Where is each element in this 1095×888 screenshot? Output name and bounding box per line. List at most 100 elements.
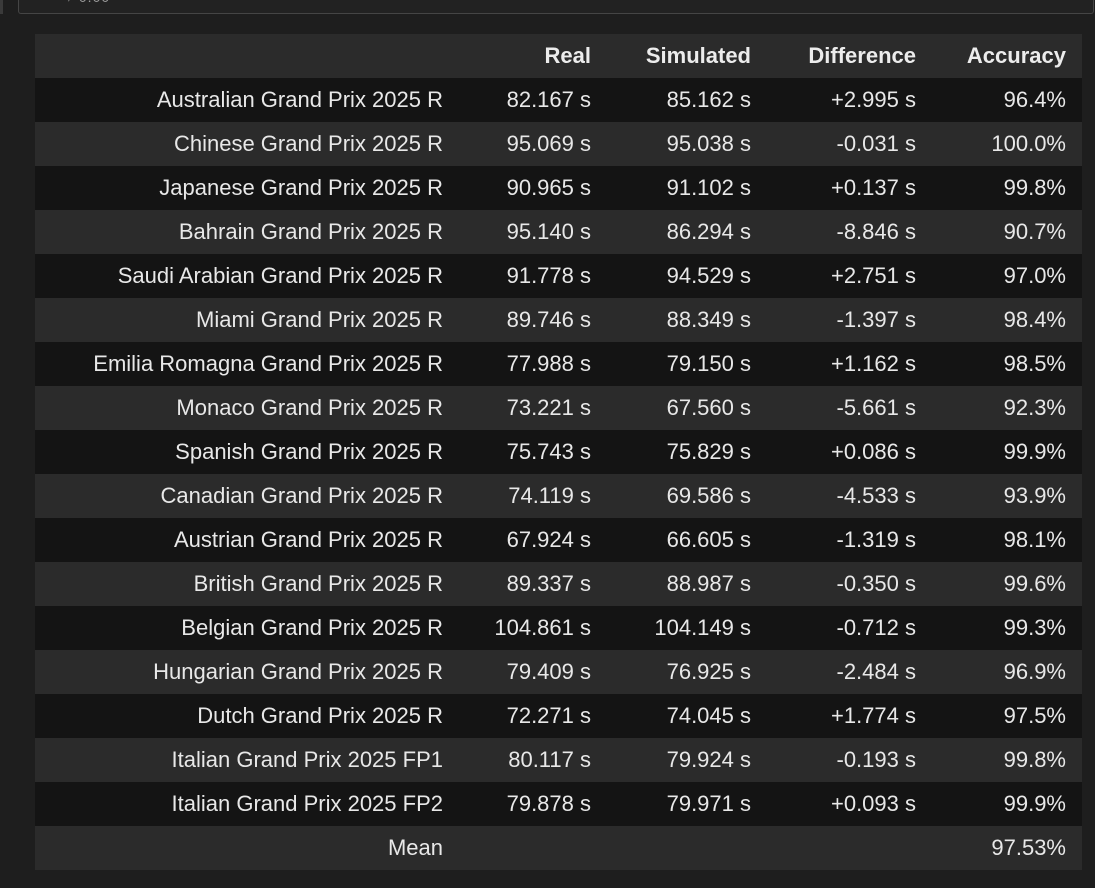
accuracy-value: 96.9% <box>922 650 1082 694</box>
difference-value: -8.846 s <box>757 210 922 254</box>
simulated-value: 76.925 s <box>597 650 757 694</box>
real-column-header-text: Real <box>544 43 591 68</box>
difference-value-text: -0.350 s <box>836 571 917 596</box>
simulated-value: 66.605 s <box>597 518 757 562</box>
accuracy-value-text: 99.8% <box>1003 747 1066 772</box>
accuracy-value-text: 96.9% <box>1003 659 1066 684</box>
accuracy-column-header-text: Accuracy <box>966 43 1066 68</box>
accuracy-value: 98.1% <box>922 518 1082 562</box>
table-row: Emilia Romagna Grand Prix 2025 R 77.988 s… <box>35 342 1082 386</box>
row-label: Italian Grand Prix 2025 FP1 <box>35 738 451 782</box>
accuracy-value: 99.8% <box>922 738 1082 782</box>
real-value-text: 90.965 s <box>506 175 591 200</box>
simulated-value: 95.038 s <box>597 122 757 166</box>
row-label-header <box>35 34 451 78</box>
accuracy-value-text: 97.5% <box>1003 703 1066 728</box>
real-value-text: 89.337 s <box>506 571 591 596</box>
table-row: Saudi Arabian Grand Prix 2025 R 91.778 s 9… <box>35 254 1082 298</box>
difference-value-text: +0.086 s <box>830 439 916 464</box>
row-label-text: British Grand Prix 2025 R <box>193 571 443 596</box>
row-label-text: Chinese Grand Prix 2025 R <box>173 131 443 156</box>
row-label-text: Monaco Grand Prix 2025 R <box>176 395 443 420</box>
accuracy-value-text: 96.4% <box>1003 87 1066 112</box>
real-value: 72.271 s <box>451 694 597 738</box>
difference-value-text: -0.031 s <box>836 131 917 156</box>
difference-value: +2.995 s <box>757 78 922 122</box>
simulated-value <box>597 826 757 870</box>
simulated-column-header: Simulated <box>597 34 757 78</box>
row-label-text: Emilia Romagna Grand Prix 2025 R <box>93 351 443 376</box>
difference-value: +0.086 s <box>757 430 922 474</box>
real-column-header: Real <box>451 34 597 78</box>
accuracy-value: 99.9% <box>922 430 1082 474</box>
simulated-value-text: 66.605 s <box>666 527 751 552</box>
real-value: 67.924 s <box>451 518 597 562</box>
real-value-text: 79.878 s <box>506 791 591 816</box>
difference-value: +0.093 s <box>757 782 922 826</box>
row-label-text: Italian Grand Prix 2025 FP2 <box>171 791 443 816</box>
real-value-text: 73.221 s <box>506 395 591 420</box>
simulated-value-text: 67.560 s <box>666 395 751 420</box>
simulated-value: 88.987 s <box>597 562 757 606</box>
row-label-text: Spanish Grand Prix 2025 R <box>175 439 443 464</box>
difference-value-text: -4.533 s <box>836 483 917 508</box>
accuracy-value: 99.6% <box>922 562 1082 606</box>
code-cell-editor[interactable]: → 0.00 <box>18 0 1094 14</box>
real-value: 80.117 s <box>451 738 597 782</box>
accuracy-value: 98.5% <box>922 342 1082 386</box>
real-value: 73.221 s <box>451 386 597 430</box>
simulated-value: 69.586 s <box>597 474 757 518</box>
row-label: Miami Grand Prix 2025 R <box>35 298 451 342</box>
accuracy-value: 99.9% <box>922 782 1082 826</box>
difference-value: +1.774 s <box>757 694 922 738</box>
table-row: Bahrain Grand Prix 2025 R 95.140 s 86.294 … <box>35 210 1082 254</box>
accuracy-value: 93.9% <box>922 474 1082 518</box>
difference-value-text: -0.712 s <box>836 615 917 640</box>
summary-row: Mean 97.53% <box>35 826 1082 870</box>
real-value: 95.140 s <box>451 210 597 254</box>
real-value-text: 77.988 s <box>506 351 591 376</box>
difference-value: -5.661 s <box>757 386 922 430</box>
real-value-text: 91.778 s <box>506 263 591 288</box>
real-value: 89.337 s <box>451 562 597 606</box>
table-row: Miami Grand Prix 2025 R 89.746 s 88.349 s -… <box>35 298 1082 342</box>
difference-value-text: +2.751 s <box>830 263 916 288</box>
difference-value: -0.350 s <box>757 562 922 606</box>
accuracy-value: 98.4% <box>922 298 1082 342</box>
accuracy-value-text: 99.9% <box>1003 439 1066 464</box>
simulated-value: 75.829 s <box>597 430 757 474</box>
difference-value-text: -1.397 s <box>836 307 917 332</box>
row-label: Canadian Grand Prix 2025 R <box>35 474 451 518</box>
row-label-text: Belgian Grand Prix 2025 R <box>181 615 443 640</box>
difference-value-text: +2.995 s <box>830 87 916 112</box>
real-value: 82.167 s <box>451 78 597 122</box>
difference-value-text: -8.846 s <box>836 219 917 244</box>
row-label-text: Italian Grand Prix 2025 FP1 <box>171 747 443 772</box>
accuracy-value: 96.4% <box>922 78 1082 122</box>
real-value-text: 72.271 s <box>506 703 591 728</box>
row-label: Dutch Grand Prix 2025 R <box>35 694 451 738</box>
accuracy-value-text: 98.1% <box>1003 527 1066 552</box>
row-label: Saudi Arabian Grand Prix 2025 R <box>35 254 451 298</box>
real-value-text: 82.167 s <box>506 87 591 112</box>
table-body: Australian Grand Prix 2025 R 82.167 s 85.1… <box>35 78 1082 870</box>
real-value: 79.409 s <box>451 650 597 694</box>
row-label: Austrian Grand Prix 2025 R <box>35 518 451 562</box>
difference-value: -0.031 s <box>757 122 922 166</box>
simulated-column-header-text: Simulated <box>645 43 751 68</box>
accuracy-value: 97.53% <box>922 826 1082 870</box>
row-label: British Grand Prix 2025 R <box>35 562 451 606</box>
simulated-value-text: 95.038 s <box>666 131 751 156</box>
row-label-text: Mean <box>387 835 443 860</box>
accuracy-value-text: 99.9% <box>1003 791 1066 816</box>
table-row: Spanish Grand Prix 2025 R 75.743 s 75.829 … <box>35 430 1082 474</box>
row-label: Belgian Grand Prix 2025 R <box>35 606 451 650</box>
row-label-text: Austrian Grand Prix 2025 R <box>173 527 443 552</box>
difference-value-text: -5.661 s <box>836 395 917 420</box>
row-label: Hungarian Grand Prix 2025 R <box>35 650 451 694</box>
row-label: Australian Grand Prix 2025 R <box>35 78 451 122</box>
row-label-text: Bahrain Grand Prix 2025 R <box>178 219 443 244</box>
row-label: Emilia Romagna Grand Prix 2025 R <box>35 342 451 386</box>
difference-value-text: +0.137 s <box>830 175 916 200</box>
real-value: 75.743 s <box>451 430 597 474</box>
